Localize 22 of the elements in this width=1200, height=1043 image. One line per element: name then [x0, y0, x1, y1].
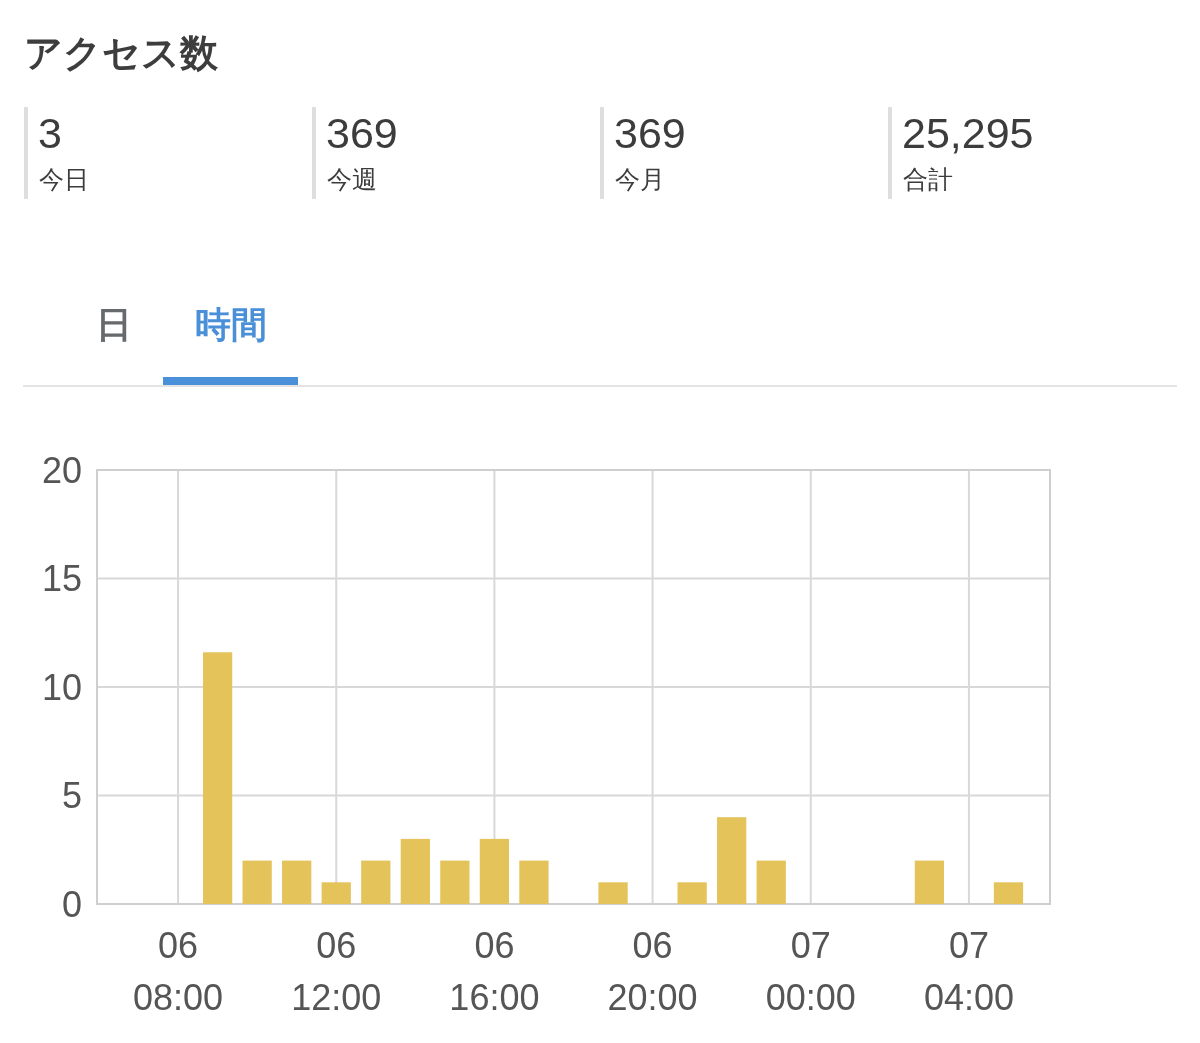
x-tick-label: 07 04:00: [923, 925, 1014, 1018]
tab-label: 日: [95, 304, 132, 345]
stat-label: 今月: [615, 165, 665, 193]
y-tick-label: 15: [41, 558, 82, 599]
x-tick-label: 06 08:00: [133, 925, 224, 1018]
stat-label: 今週: [327, 165, 377, 193]
stat-value: 369: [326, 109, 398, 157]
stat-label: 今日: [39, 165, 89, 193]
stat-value: 25,295: [902, 109, 1034, 157]
stat-value: 3: [38, 109, 62, 157]
stat-label: 合計: [903, 165, 953, 193]
y-tick-label: 20: [41, 449, 82, 491]
y-tick-label: 10: [41, 666, 82, 708]
tab-label: 時間: [194, 304, 267, 345]
x-tick-label: 06 16:00: [449, 925, 540, 1018]
x-tick-label: 06 20:00: [607, 925, 698, 1018]
x-tick-label: 06 12:00: [291, 925, 382, 1018]
y-tick-label: 0: [61, 883, 82, 925]
x-tick-label: 07 00:00: [765, 925, 856, 1018]
title: アクセス数: [24, 32, 218, 74]
stat-value: 369: [614, 109, 686, 157]
y-tick-label: 5: [61, 775, 82, 816]
